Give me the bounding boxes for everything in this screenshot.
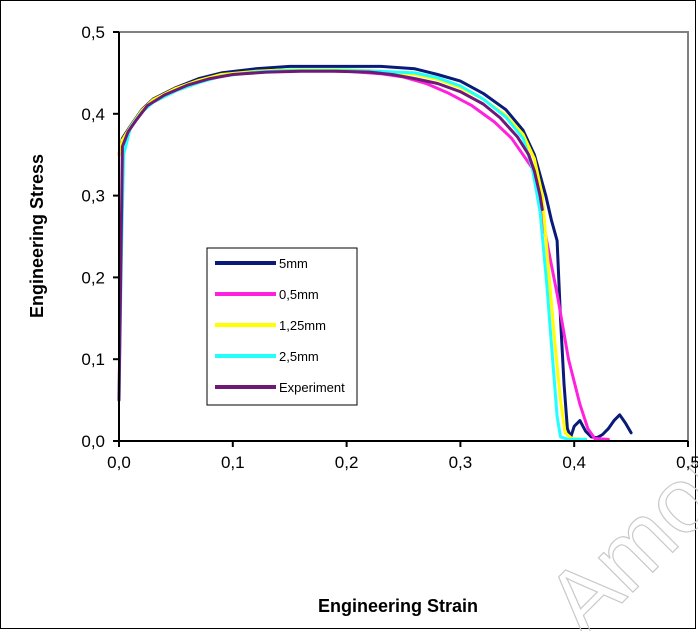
legend: 5mm 0,5mm 1,25mm 2,5mm Experiment: [206, 247, 358, 406]
x-tick-label: 0,1: [221, 453, 245, 472]
legend-entries: 5mm 0,5mm 1,25mm 2,5mm Experiment: [215, 256, 345, 395]
y-axis-title: Engineering Stress: [27, 154, 47, 318]
y-tick-label: 0,0: [81, 432, 105, 451]
x-tick-label: 0,2: [335, 453, 359, 472]
y-tick-label: 0,5: [81, 23, 105, 42]
legend-label: 5mm: [279, 256, 308, 271]
y-tick-label: 0,2: [81, 268, 105, 287]
series-line-experiment: [117, 69, 544, 402]
x-tick-label: 0,4: [562, 453, 586, 472]
legend-label: 2,5mm: [279, 349, 319, 364]
x-tick-label: 0,5: [676, 453, 698, 472]
plot-area: [118, 31, 689, 442]
legend-label: 0,5mm: [279, 287, 319, 302]
series-layer: [117, 64, 633, 441]
y-tick-label: 0,3: [81, 187, 105, 206]
tick-layer: 0,0 0,1 0,2 0,3 0,4 0,5 0,0 0,1 0,2 0,3 0,4 0,5: [81, 23, 698, 472]
legend-label: Experiment: [279, 380, 345, 395]
y-tick-label: 0,4: [81, 105, 105, 124]
x-axis-title: Engineering Strain: [318, 596, 478, 616]
x-tick-label: 0,3: [449, 453, 473, 472]
y-tick-label: 0,1: [81, 350, 105, 369]
legend-label: 1,25mm: [279, 318, 326, 333]
x-tick-label: 0,0: [107, 453, 131, 472]
